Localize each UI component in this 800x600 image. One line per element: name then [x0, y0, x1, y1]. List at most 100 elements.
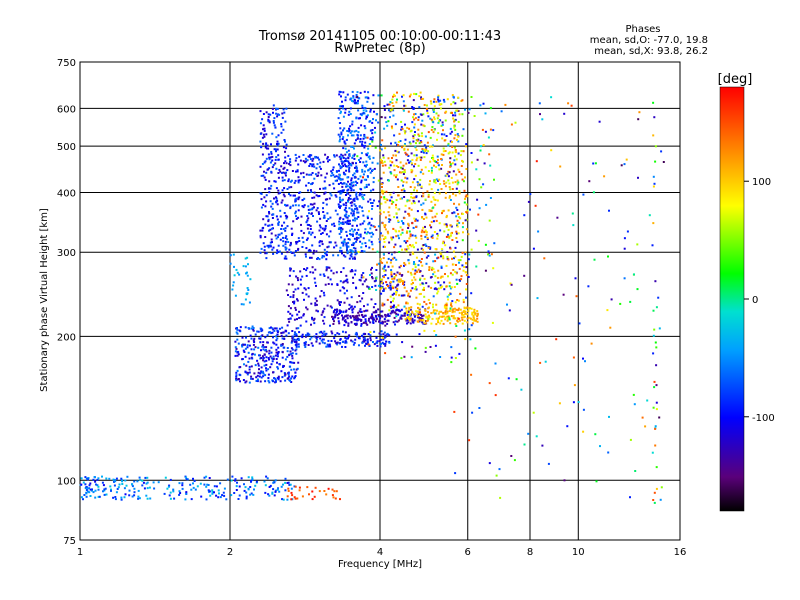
data-point: [342, 203, 345, 206]
data-point: [247, 476, 250, 479]
data-point: [401, 231, 404, 234]
data-point: [422, 195, 425, 198]
data-point: [348, 334, 351, 337]
data-point: [403, 305, 406, 308]
data-point: [465, 266, 468, 269]
data-point: [137, 497, 140, 500]
data-point: [405, 248, 408, 251]
data-point: [395, 212, 398, 215]
data-point: [80, 496, 83, 499]
data-point: [255, 480, 258, 483]
data-point: [253, 488, 255, 491]
data-point: [655, 487, 658, 490]
data-point: [488, 153, 491, 156]
data-point: [404, 210, 407, 213]
data-point: [275, 252, 278, 255]
data-point: [363, 194, 366, 196]
data-point: [169, 497, 172, 500]
data-point: [458, 221, 461, 224]
data-point: [438, 222, 441, 225]
data-point: [277, 176, 280, 179]
data-point: [387, 179, 390, 182]
data-point: [181, 484, 184, 487]
data-point: [373, 330, 376, 333]
data-point: [301, 199, 304, 201]
data-point: [396, 150, 399, 153]
data-point: [452, 170, 455, 173]
data-point: [355, 162, 357, 165]
x-tick-label: 1: [77, 547, 83, 558]
data-point: [379, 209, 382, 212]
data-point: [654, 444, 657, 447]
data-point: [403, 355, 406, 358]
data-point: [352, 100, 355, 103]
data-point: [270, 184, 273, 187]
data-point: [380, 286, 383, 289]
data-point: [535, 160, 538, 163]
data-point: [390, 269, 393, 272]
data-point: [436, 117, 439, 120]
data-point: [466, 313, 469, 316]
data-point: [267, 153, 270, 156]
data-point: [342, 156, 345, 159]
data-point: [298, 310, 301, 313]
data-point: [392, 300, 394, 303]
data-point: [257, 371, 260, 374]
data-point: [366, 341, 369, 344]
data-point: [444, 303, 447, 306]
data-point: [391, 293, 394, 296]
data-point: [399, 197, 402, 200]
data-point: [350, 189, 353, 192]
data-point: [249, 278, 252, 281]
data-point: [324, 225, 327, 227]
data-point: [301, 336, 304, 339]
data-point: [337, 228, 340, 230]
data-point: [470, 96, 473, 98]
data-point: [280, 370, 283, 373]
data-point: [607, 451, 610, 454]
data-point: [456, 299, 459, 301]
data-point: [305, 293, 308, 296]
data-point: [478, 407, 481, 409]
data-point: [447, 142, 450, 145]
data-point: [421, 148, 424, 151]
data-point: [345, 274, 348, 277]
data-point: [311, 203, 314, 206]
data-point: [324, 176, 327, 179]
data-point: [369, 137, 372, 140]
data-point: [435, 334, 438, 337]
data-point: [112, 496, 115, 499]
data-point: [275, 107, 278, 110]
data-point: [297, 343, 300, 346]
data-point: [338, 226, 341, 229]
data-point: [286, 188, 289, 190]
data-point: [340, 157, 343, 160]
data-point: [435, 303, 438, 306]
data-point: [351, 120, 354, 123]
data-point: [152, 481, 155, 484]
data-point: [422, 319, 425, 322]
data-point: [275, 136, 278, 139]
data-point: [353, 322, 356, 325]
data-point: [431, 236, 434, 239]
data-point: [350, 97, 353, 100]
data-point: [381, 139, 384, 142]
data-point: [323, 342, 326, 345]
data-point: [451, 111, 453, 114]
data-point: [438, 178, 441, 181]
data-point: [307, 295, 310, 298]
data-point: [110, 489, 112, 492]
data-point: [439, 229, 442, 232]
data-point: [376, 341, 379, 344]
data-point: [536, 297, 539, 300]
data-point: [474, 319, 477, 322]
data-point: [323, 255, 326, 258]
data-point: [450, 302, 453, 305]
data-point: [284, 203, 286, 206]
data-point: [163, 492, 166, 495]
data-point: [285, 257, 288, 260]
data-point: [250, 377, 253, 380]
x-axis-ticks: 1 2 4 6 8 10 16: [77, 547, 687, 558]
data-point: [401, 95, 403, 98]
data-point: [318, 224, 321, 227]
